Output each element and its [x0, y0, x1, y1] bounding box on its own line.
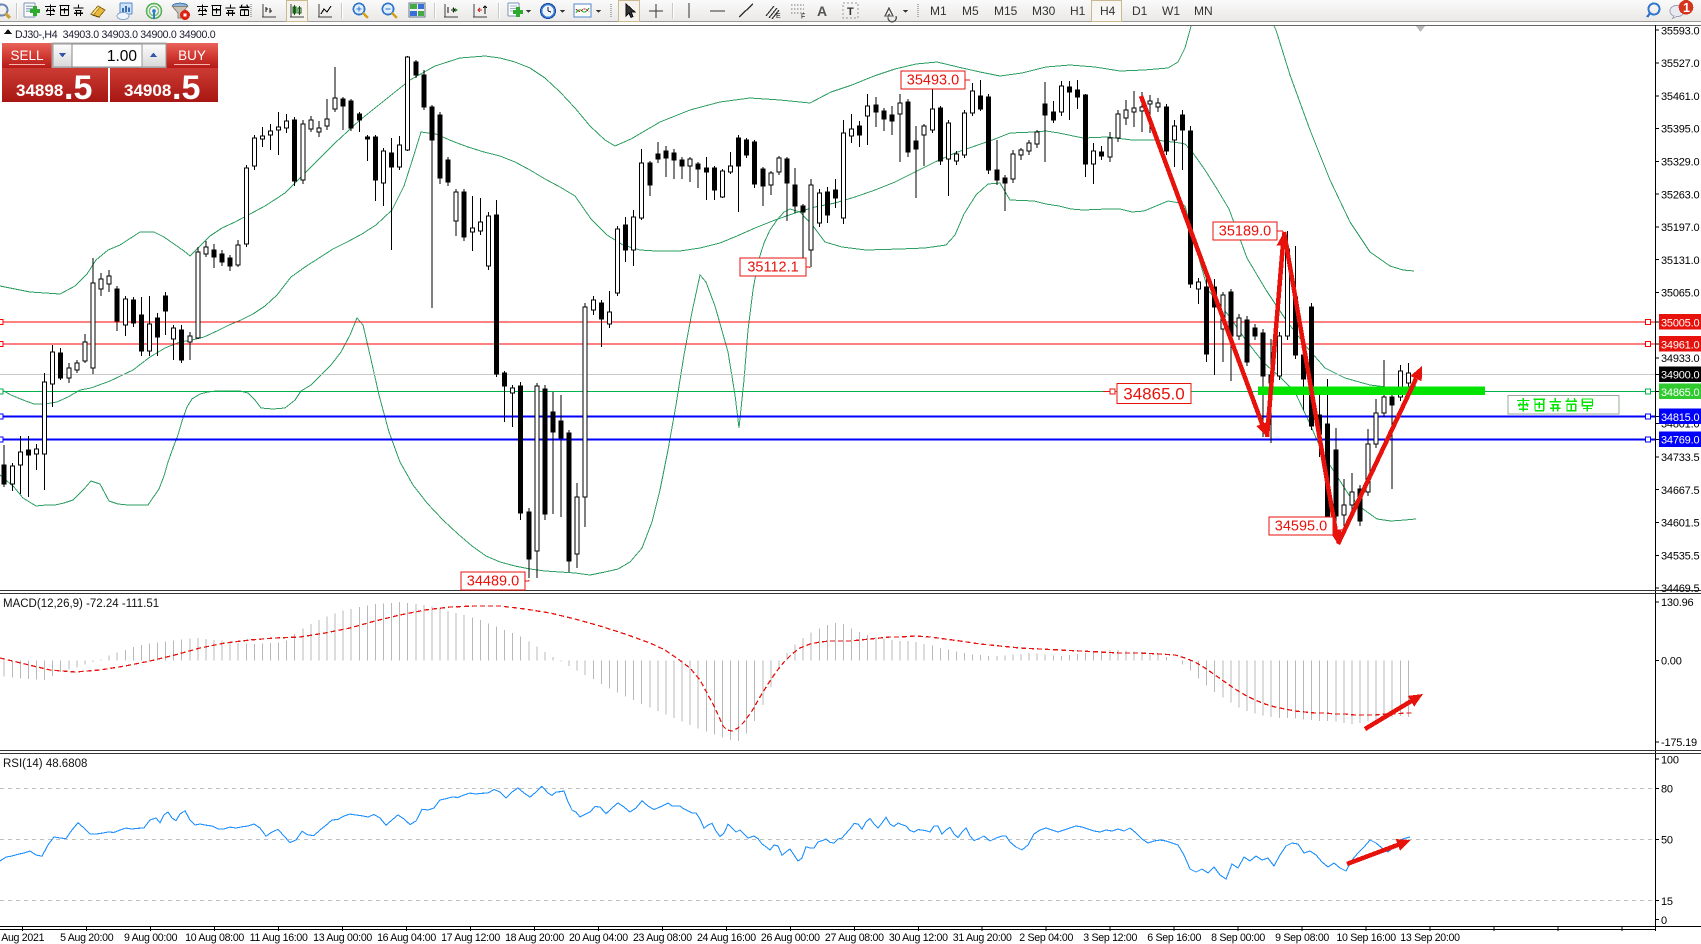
svg-text:34469.5: 34469.5 — [1661, 583, 1699, 595]
svg-text:.5: .5 — [172, 69, 200, 107]
svg-text:34733.5: 34733.5 — [1661, 452, 1699, 464]
svg-text:50: 50 — [1661, 835, 1673, 847]
svg-text:M30: M30 — [1032, 4, 1056, 18]
svg-text:35189.0: 35189.0 — [1219, 224, 1271, 240]
svg-text:Aug 2021: Aug 2021 — [1, 932, 44, 944]
svg-text:80: 80 — [1661, 784, 1673, 796]
svg-text:T: T — [847, 6, 854, 18]
svg-text:BUY: BUY — [178, 48, 206, 63]
svg-text:20 Aug 04:00: 20 Aug 04:00 — [569, 932, 628, 944]
svg-text:-175.19: -175.19 — [1661, 737, 1697, 749]
svg-text:27 Aug 08:00: 27 Aug 08:00 — [825, 932, 884, 944]
svg-text:34667.5: 34667.5 — [1661, 485, 1699, 497]
svg-text:MN: MN — [1194, 4, 1213, 18]
svg-text:13 Sep 20:00: 13 Sep 20:00 — [1400, 932, 1460, 944]
svg-text:35329.0: 35329.0 — [1661, 157, 1699, 169]
svg-text:34865.0: 34865.0 — [1661, 387, 1699, 399]
svg-text:18 Aug 20:00: 18 Aug 20:00 — [505, 932, 564, 944]
svg-text:34601.5: 34601.5 — [1661, 518, 1699, 530]
svg-text:34900.0: 34900.0 — [1661, 370, 1699, 382]
svg-text:9 Sep 08:00: 9 Sep 08:00 — [1275, 932, 1329, 944]
svg-text:100: 100 — [1661, 754, 1679, 766]
svg-text:H1: H1 — [1070, 4, 1086, 18]
svg-text:0.00: 0.00 — [1661, 656, 1682, 668]
svg-text:E: E — [776, 13, 781, 20]
svg-text:34535.5: 34535.5 — [1661, 551, 1699, 563]
svg-text:26 Aug 00:00: 26 Aug 00:00 — [761, 932, 820, 944]
svg-text:13 Aug 00:00: 13 Aug 00:00 — [313, 932, 372, 944]
svg-text:24 Aug 16:00: 24 Aug 16:00 — [697, 932, 756, 944]
svg-text:D1: D1 — [1132, 4, 1148, 18]
svg-text:34489.0: 34489.0 — [467, 574, 519, 590]
svg-text:A: A — [817, 3, 827, 19]
svg-text:35065.0: 35065.0 — [1661, 288, 1699, 300]
svg-text:17 Aug 12:00: 17 Aug 12:00 — [441, 932, 500, 944]
svg-text:6 Sep 16:00: 6 Sep 16:00 — [1147, 932, 1201, 944]
svg-text:1: 1 — [1683, 1, 1690, 15]
svg-text:RSI(14) 48.6808: RSI(14) 48.6808 — [3, 758, 87, 770]
svg-text:130.96: 130.96 — [1661, 597, 1694, 609]
svg-text:10 Aug 08:00: 10 Aug 08:00 — [185, 932, 244, 944]
svg-text:MACD(12,26,9) -72.24 -111.51: MACD(12,26,9) -72.24 -111.51 — [3, 598, 159, 610]
svg-text:3 Sep 12:00: 3 Sep 12:00 — [1083, 932, 1137, 944]
svg-text:34898: 34898 — [16, 81, 63, 100]
svg-text:34865.0: 34865.0 — [1123, 385, 1184, 404]
svg-text:35461.0: 35461.0 — [1661, 91, 1699, 103]
svg-text:15: 15 — [1661, 896, 1673, 908]
svg-text:M15: M15 — [994, 4, 1018, 18]
svg-text:11 Aug 16:00: 11 Aug 16:00 — [250, 932, 308, 944]
svg-text:31 Aug 20:00: 31 Aug 20:00 — [953, 932, 1012, 944]
svg-text:34961.0: 34961.0 — [1661, 339, 1699, 351]
svg-text:35493.0: 35493.0 — [907, 73, 959, 89]
svg-text:35263.0: 35263.0 — [1661, 189, 1699, 201]
svg-text:16 Aug 04:00: 16 Aug 04:00 — [377, 932, 436, 944]
svg-text:SELL: SELL — [10, 48, 44, 63]
svg-text:DJ30-,H4 34903.0 34903.0 3490: DJ30-,H4 34903.0 34903.0 34900.0 34900.0 — [15, 29, 216, 41]
svg-text:35593.0: 35593.0 — [1661, 25, 1699, 37]
svg-text:H4: H4 — [1100, 4, 1116, 18]
svg-text:M5: M5 — [962, 4, 979, 18]
svg-text:35112.1: 35112.1 — [747, 260, 798, 276]
svg-text:35527.0: 35527.0 — [1661, 58, 1699, 70]
svg-text:34595.0: 34595.0 — [1275, 519, 1327, 535]
svg-text:0: 0 — [1661, 915, 1667, 927]
svg-text:9 Aug 00:00: 9 Aug 00:00 — [124, 932, 178, 944]
svg-text:30 Aug 12:00: 30 Aug 12:00 — [889, 932, 948, 944]
svg-text:35005.0: 35005.0 — [1661, 318, 1699, 330]
svg-text:M1: M1 — [930, 4, 947, 18]
svg-text:8 Sep 00:00: 8 Sep 00:00 — [1211, 932, 1265, 944]
svg-text:23 Aug 08:00: 23 Aug 08:00 — [633, 932, 692, 944]
svg-text:5 Aug 20:00: 5 Aug 20:00 — [60, 932, 114, 944]
svg-text:35131.0: 35131.0 — [1661, 255, 1699, 267]
svg-text:W1: W1 — [1162, 4, 1180, 18]
svg-text:34769.0: 34769.0 — [1661, 435, 1699, 447]
svg-text:35395.0: 35395.0 — [1661, 124, 1699, 136]
svg-text:35197.0: 35197.0 — [1661, 222, 1699, 234]
svg-text:34908: 34908 — [124, 81, 171, 100]
svg-text:2 Sep 04:00: 2 Sep 04:00 — [1019, 932, 1073, 944]
svg-text:F: F — [801, 14, 805, 21]
svg-text:1.00: 1.00 — [107, 48, 138, 65]
svg-text:.5: .5 — [64, 69, 92, 107]
svg-text:34933.0: 34933.0 — [1661, 353, 1699, 365]
svg-text:34815.0: 34815.0 — [1661, 412, 1699, 424]
svg-text:10 Sep 16:00: 10 Sep 16:00 — [1336, 932, 1396, 944]
